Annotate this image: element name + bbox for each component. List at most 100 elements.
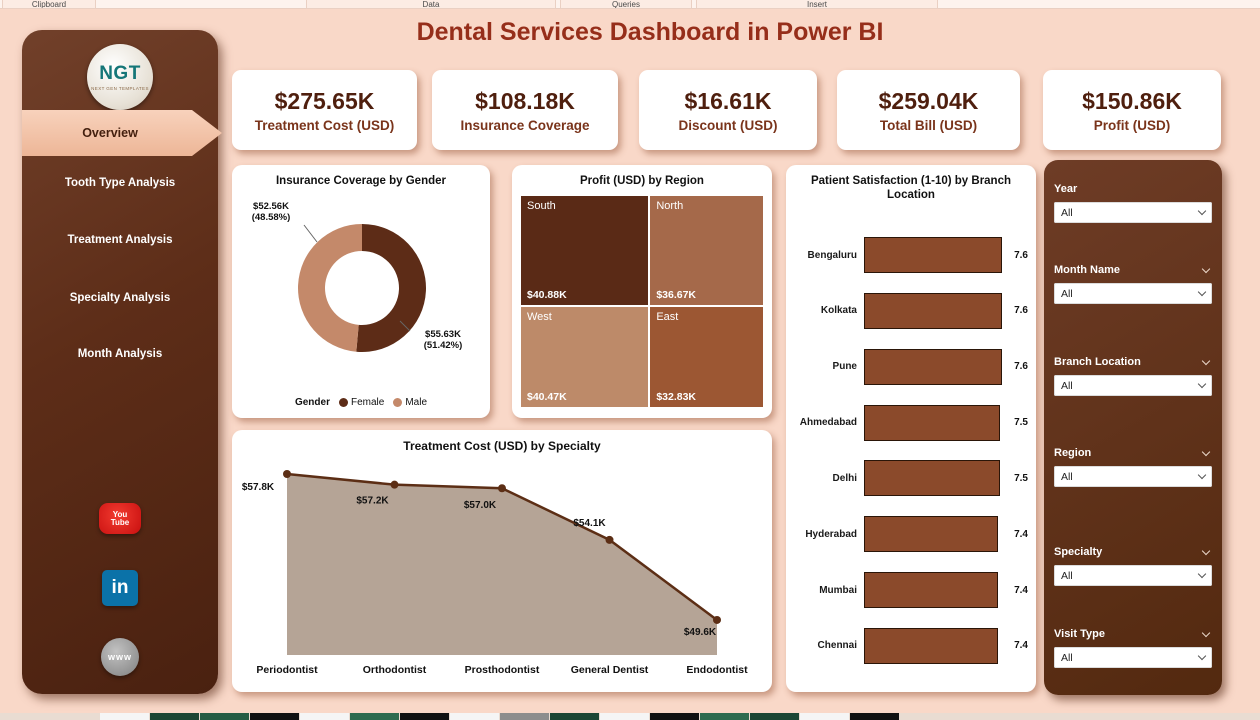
bar-value-label: 7.6: [1014, 249, 1028, 261]
satisfaction-bar[interactable]: [864, 404, 1001, 441]
page-tab[interactable]: [650, 713, 699, 720]
page-tab[interactable]: [450, 713, 499, 720]
bar-track: [864, 460, 1002, 497]
page-tab[interactable]: [500, 713, 549, 720]
slicer-specialty-label: Specialty: [1054, 546, 1103, 558]
bar-value-label: 7.6: [1014, 361, 1028, 373]
legend-dot-male: [393, 398, 403, 407]
chevron-down-icon[interactable]: [1201, 447, 1211, 457]
page-tab[interactable]: [150, 713, 199, 720]
treemap-cell-east[interactable]: East $32.83K: [649, 305, 764, 408]
ribbon-group-data[interactable]: Data: [306, 0, 556, 9]
branch-label: Chennai: [817, 640, 857, 652]
ribbon-group-insert[interactable]: Insert: [696, 0, 938, 9]
linkedin-icon[interactable]: in: [102, 570, 138, 606]
youtube-text-line2: Tube: [110, 517, 130, 527]
slicer-branch-location: Branch Location All: [1054, 356, 1212, 396]
legend-label-male: Male: [405, 397, 428, 408]
legend-item-female[interactable]: Female: [338, 397, 384, 408]
donut-slice-female[interactable]: [356, 224, 426, 352]
page-tab[interactable]: [700, 713, 749, 720]
satisfaction-bar[interactable]: [864, 348, 1002, 385]
chevron-down-icon[interactable]: [1201, 264, 1211, 274]
page-tab[interactable]: [350, 713, 399, 720]
page-tab[interactable]: [550, 713, 599, 720]
ngt-logo: NGT NEXT GEN TEMPLATES: [87, 44, 153, 110]
page-tab[interactable]: [600, 713, 649, 720]
sidebar-item-overview[interactable]: Overview: [22, 110, 222, 156]
website-globe-icon[interactable]: www: [101, 638, 139, 676]
satisfaction-bar[interactable]: [864, 627, 999, 664]
chevron-down-icon: [1197, 569, 1207, 579]
branch-label: Bengaluru: [807, 249, 857, 261]
page-tab[interactable]: [800, 713, 849, 720]
satisfaction-row-delhi: Delhi 7.5: [792, 460, 1028, 497]
page-tab[interactable]: [850, 713, 899, 720]
satisfaction-bar[interactable]: [864, 572, 999, 609]
gender-donut-chart[interactable]: [232, 165, 490, 418]
chevron-down-icon[interactable]: [1201, 356, 1211, 366]
logo-subtext: NEXT GEN TEMPLATES: [91, 86, 149, 91]
treemap-chart-title: Profit (USD) by Region: [580, 175, 704, 187]
satisfaction-bar[interactable]: [864, 460, 1001, 497]
data-point-general-dentist[interactable]: [605, 535, 614, 544]
data-point-orthodontist[interactable]: [390, 480, 399, 489]
treemap-region-label: West: [527, 310, 552, 323]
page-tab[interactable]: [200, 713, 249, 720]
youtube-text-line1: You: [112, 509, 128, 519]
specialty-area-chart[interactable]: $57.8K Periodontist $57.2K Orthodontist $57.…: [232, 430, 772, 692]
sidebar-item-tooth-type-analysis[interactable]: Tooth Type Analysis: [64, 177, 176, 189]
kpi-card-treatment-cost: $275.65K Treatment Cost (USD): [232, 70, 417, 150]
slicer-region-dropdown[interactable]: All: [1054, 466, 1212, 487]
page-tab[interactable]: [100, 713, 149, 720]
page-tab[interactable]: [400, 713, 449, 720]
bar-value-label: 7.5: [1014, 417, 1028, 429]
sidebar-item-specialty-analysis[interactable]: Specialty Analysis: [69, 292, 171, 304]
page-tab[interactable]: [750, 713, 799, 720]
slicer-branch-dropdown[interactable]: All: [1054, 375, 1212, 396]
slicer-branch-value: All: [1061, 379, 1073, 392]
donut-slice-male[interactable]: [297, 224, 362, 352]
bar-value-label: 7.4: [1014, 640, 1028, 652]
slicer-visit-type-dropdown[interactable]: All: [1054, 647, 1212, 668]
legend-item-male[interactable]: Male: [393, 397, 427, 408]
sidebar-item-month-analysis[interactable]: Month Analysis: [77, 348, 163, 360]
slicer-year-label: Year: [1054, 183, 1078, 195]
chevron-down-icon[interactable]: [1201, 546, 1211, 556]
treemap-cell-south[interactable]: South $40.88K: [520, 195, 650, 306]
chevron-down-icon[interactable]: [1201, 628, 1211, 638]
bar-track: [864, 348, 1002, 385]
area-chart-card: Treatment Cost (USD) by Specialty $57.8K…: [232, 430, 772, 692]
ribbon-bar: Clipboard Data Queries Insert: [0, 0, 1260, 9]
page-tab[interactable]: [300, 713, 349, 720]
point-value-label: $54.1K: [573, 518, 606, 529]
donut-chart-title: Insurance Coverage by Gender: [275, 175, 446, 187]
ribbon-group-clipboard[interactable]: Clipboard: [2, 0, 96, 9]
treemap-region-label: South: [527, 200, 556, 212]
ribbon-group-queries[interactable]: Queries: [560, 0, 692, 9]
specialty-axis-label: Endodontist: [686, 664, 748, 676]
data-point-prosthodontist[interactable]: [498, 484, 506, 493]
data-point-endodontist[interactable]: [713, 615, 721, 624]
treemap-cell-west[interactable]: West $40.47K: [520, 305, 650, 408]
youtube-icon[interactable]: You Tube: [99, 503, 141, 534]
treemap-region-label: East: [656, 310, 679, 323]
point-value-label: $57.2K: [356, 496, 389, 507]
kpi-value: $259.04K: [878, 87, 979, 114]
sidebar-item-treatment-analysis[interactable]: Treatment Analysis: [67, 234, 173, 246]
kpi-label: Profit (USD): [1093, 117, 1171, 133]
data-point-periodontist[interactable]: [283, 470, 291, 478]
treemap-value-label: $36.67K: [656, 288, 697, 301]
slicer-specialty-dropdown[interactable]: All: [1054, 565, 1212, 586]
satisfaction-bar[interactable]: [864, 516, 999, 553]
website-text: www: [107, 652, 132, 662]
slicer-region: Region All: [1054, 447, 1212, 487]
treemap-cell-north[interactable]: North $36.67K: [649, 195, 764, 306]
satisfaction-bar[interactable]: [864, 292, 1002, 329]
slicer-year-dropdown[interactable]: All: [1054, 202, 1212, 223]
page-tab[interactable]: [250, 713, 299, 720]
logo-text: NGT: [99, 63, 141, 84]
slicer-month-dropdown[interactable]: All: [1054, 283, 1212, 304]
satisfaction-bar[interactable]: [864, 237, 1002, 273]
specialty-axis-label: Prosthodontist: [465, 664, 540, 676]
